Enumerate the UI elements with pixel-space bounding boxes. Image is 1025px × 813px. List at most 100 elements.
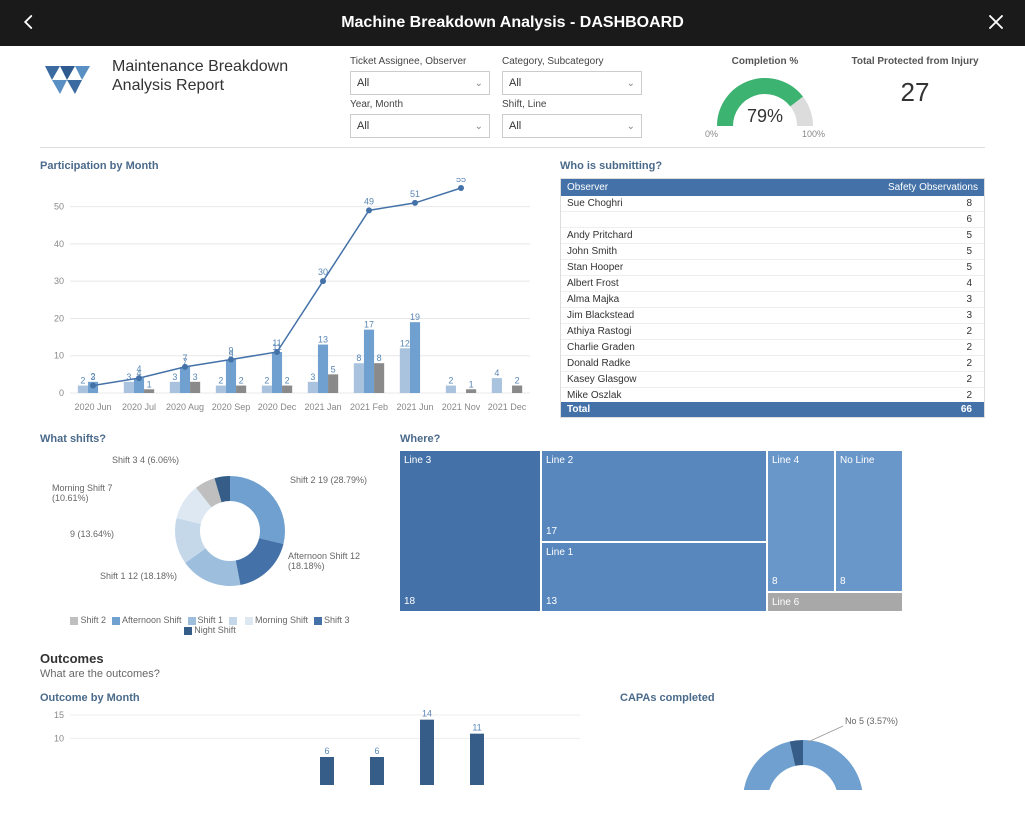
kpi-completion-title: Completion %: [705, 56, 825, 67]
logo-icon: [40, 56, 100, 96]
table-header-obs[interactable]: Safety Observations: [758, 179, 984, 196]
svg-text:3: 3: [193, 372, 198, 382]
svg-text:2021 Nov: 2021 Nov: [442, 402, 481, 412]
treemap-cell[interactable]: Line 113: [542, 543, 766, 611]
svg-text:40: 40: [54, 239, 64, 249]
legend-item[interactable]: Afternoon Shift: [112, 615, 182, 625]
svg-text:2: 2: [515, 376, 520, 386]
svg-text:0: 0: [59, 388, 64, 398]
table-row[interactable]: Jim Blackstead3: [561, 308, 984, 324]
capas-svg: No 5 (3.57%): [673, 710, 933, 790]
svg-text:2020 Jul: 2020 Jul: [122, 402, 156, 412]
outcomes-heading: Outcomes: [40, 651, 985, 666]
table-row[interactable]: Sue Choghri8: [561, 196, 984, 212]
chevron-left-icon: [20, 13, 38, 31]
legend-item[interactable]: Night Shift: [184, 625, 236, 635]
table-row[interactable]: Albert Frost4: [561, 276, 984, 292]
svg-text:15: 15: [54, 710, 64, 720]
report-title-line2: Analysis Report: [112, 76, 288, 95]
svg-text:2: 2: [264, 376, 269, 386]
svg-text:9: 9: [228, 345, 233, 355]
table-total-label: Total: [561, 401, 758, 417]
svg-text:20: 20: [54, 313, 64, 323]
chevron-down-icon: ⌄: [475, 121, 483, 132]
filter-dropdown-category[interactable]: All⌄: [502, 71, 642, 95]
svg-text:2020 Dec: 2020 Dec: [258, 402, 297, 412]
kpi-completion: Completion % 79% 0% 100%: [705, 56, 825, 139]
svg-text:30: 30: [54, 276, 64, 286]
table-row[interactable]: 6: [561, 212, 984, 228]
svg-text:10: 10: [54, 351, 64, 361]
treemap[interactable]: Line 318Line 217Line 113Line 48No Line8 L…: [400, 451, 985, 611]
donut-callout: Shift 1 12 (18.18%): [100, 571, 177, 581]
svg-text:3: 3: [172, 372, 177, 382]
svg-text:49: 49: [364, 196, 374, 206]
dashboard-body: Maintenance Breakdown Analysis Report Ti…: [0, 46, 1025, 813]
participation-title: Participation by Month: [40, 160, 540, 172]
svg-text:2: 2: [448, 376, 453, 386]
outcomes-sub: What are the outcomes?: [40, 668, 985, 680]
svg-text:2020 Aug: 2020 Aug: [166, 402, 204, 412]
report-logo-block: Maintenance Breakdown Analysis Report: [40, 56, 330, 96]
legend-item[interactable]: [229, 615, 239, 625]
table-row[interactable]: Alma Majka3: [561, 292, 984, 308]
participation-chart: Participation by Month 01020304050232020…: [40, 160, 540, 421]
close-icon: [987, 13, 1005, 31]
treemap-cell[interactable]: Line 48: [768, 451, 834, 591]
treemap-cell[interactable]: Line 6: [768, 593, 902, 611]
treemap-cell[interactable]: No Line8: [836, 451, 902, 591]
filter-dropdown-year[interactable]: All⌄: [350, 114, 490, 138]
chevron-down-icon: ⌄: [627, 78, 635, 89]
report-title-line1: Maintenance Breakdown: [112, 57, 288, 76]
table-row[interactable]: John Smith5: [561, 244, 984, 260]
table-row[interactable]: Donald Radke2: [561, 356, 984, 372]
table-row[interactable]: Stan Hooper5: [561, 260, 984, 276]
kpi-protected-title: Total Protected from Injury: [845, 56, 985, 67]
donut-callout: Shift 2 19 (28.79%): [290, 475, 367, 485]
table-row[interactable]: Andy Pritchard5: [561, 228, 984, 244]
svg-text:2020 Sep: 2020 Sep: [212, 402, 251, 412]
svg-text:2021 Jun: 2021 Jun: [396, 402, 433, 412]
svg-text:2021 Dec: 2021 Dec: [488, 402, 527, 412]
legend-item[interactable]: Shift 2: [70, 615, 106, 625]
table-row[interactable]: Kasey Glasgow2: [561, 372, 984, 388]
svg-text:14: 14: [422, 710, 432, 719]
submitting-table: Observer Safety Observations Sue Choghri…: [561, 179, 984, 418]
outcome-month-title: Outcome by Month: [40, 692, 580, 704]
filter-dropdown-shift[interactable]: All⌄: [502, 114, 642, 138]
submitting-table-wrap[interactable]: Observer Safety Observations Sue Choghri…: [560, 178, 985, 418]
svg-text:12: 12: [400, 338, 410, 348]
table-row[interactable]: Charlie Graden2: [561, 340, 984, 356]
svg-text:1: 1: [469, 379, 474, 389]
donut-callout: Morning Shift 7 (10.61%): [52, 483, 124, 503]
chevron-down-icon: ⌄: [627, 121, 635, 132]
back-button[interactable]: [16, 9, 42, 38]
treemap-cell[interactable]: Line 318: [400, 451, 540, 611]
filter-label-assignee: Ticket Assignee, Observer: [350, 56, 490, 67]
shifts-chart: What shifts? Shift 3 4 (6.06%) Morning Sh…: [40, 433, 380, 635]
svg-text:51: 51: [410, 189, 420, 199]
svg-text:2020 Jun: 2020 Jun: [74, 402, 111, 412]
kpi-protected: Total Protected from Injury 27: [845, 56, 985, 108]
donut-callout: Shift 3 4 (6.06%): [112, 455, 179, 465]
table-header-observer[interactable]: Observer: [561, 179, 758, 196]
legend-item[interactable]: Shift 1: [188, 615, 224, 625]
table-row[interactable]: Athiya Rastogi2: [561, 324, 984, 340]
filter-dropdown-assignee[interactable]: All⌄: [350, 71, 490, 95]
svg-text:2: 2: [285, 376, 290, 386]
svg-text:2: 2: [239, 376, 244, 386]
legend-item[interactable]: Shift 3: [314, 615, 350, 625]
shifts-title: What shifts?: [40, 433, 380, 445]
page-title: Machine Breakdown Analysis - DASHBOARD: [42, 14, 983, 32]
legend-item[interactable]: Morning Shift: [245, 615, 308, 625]
close-button[interactable]: [983, 9, 1009, 38]
shifts-legend: Shift 2 Afternoon Shift Shift 1 Morning Shi…: [40, 615, 380, 635]
treemap-cell[interactable]: Line 217: [542, 451, 766, 541]
filter-label-shift: Shift, Line: [502, 99, 642, 110]
capas-title: CAPAs completed: [620, 692, 985, 704]
outcome-month-chart: Outcome by Month 1015661411: [40, 692, 580, 793]
outcomes-header: Outcomes What are the outcomes?: [40, 651, 985, 680]
svg-text:2021 Jan: 2021 Jan: [304, 402, 341, 412]
svg-text:7: 7: [182, 353, 187, 363]
where-title: Where?: [400, 433, 985, 445]
